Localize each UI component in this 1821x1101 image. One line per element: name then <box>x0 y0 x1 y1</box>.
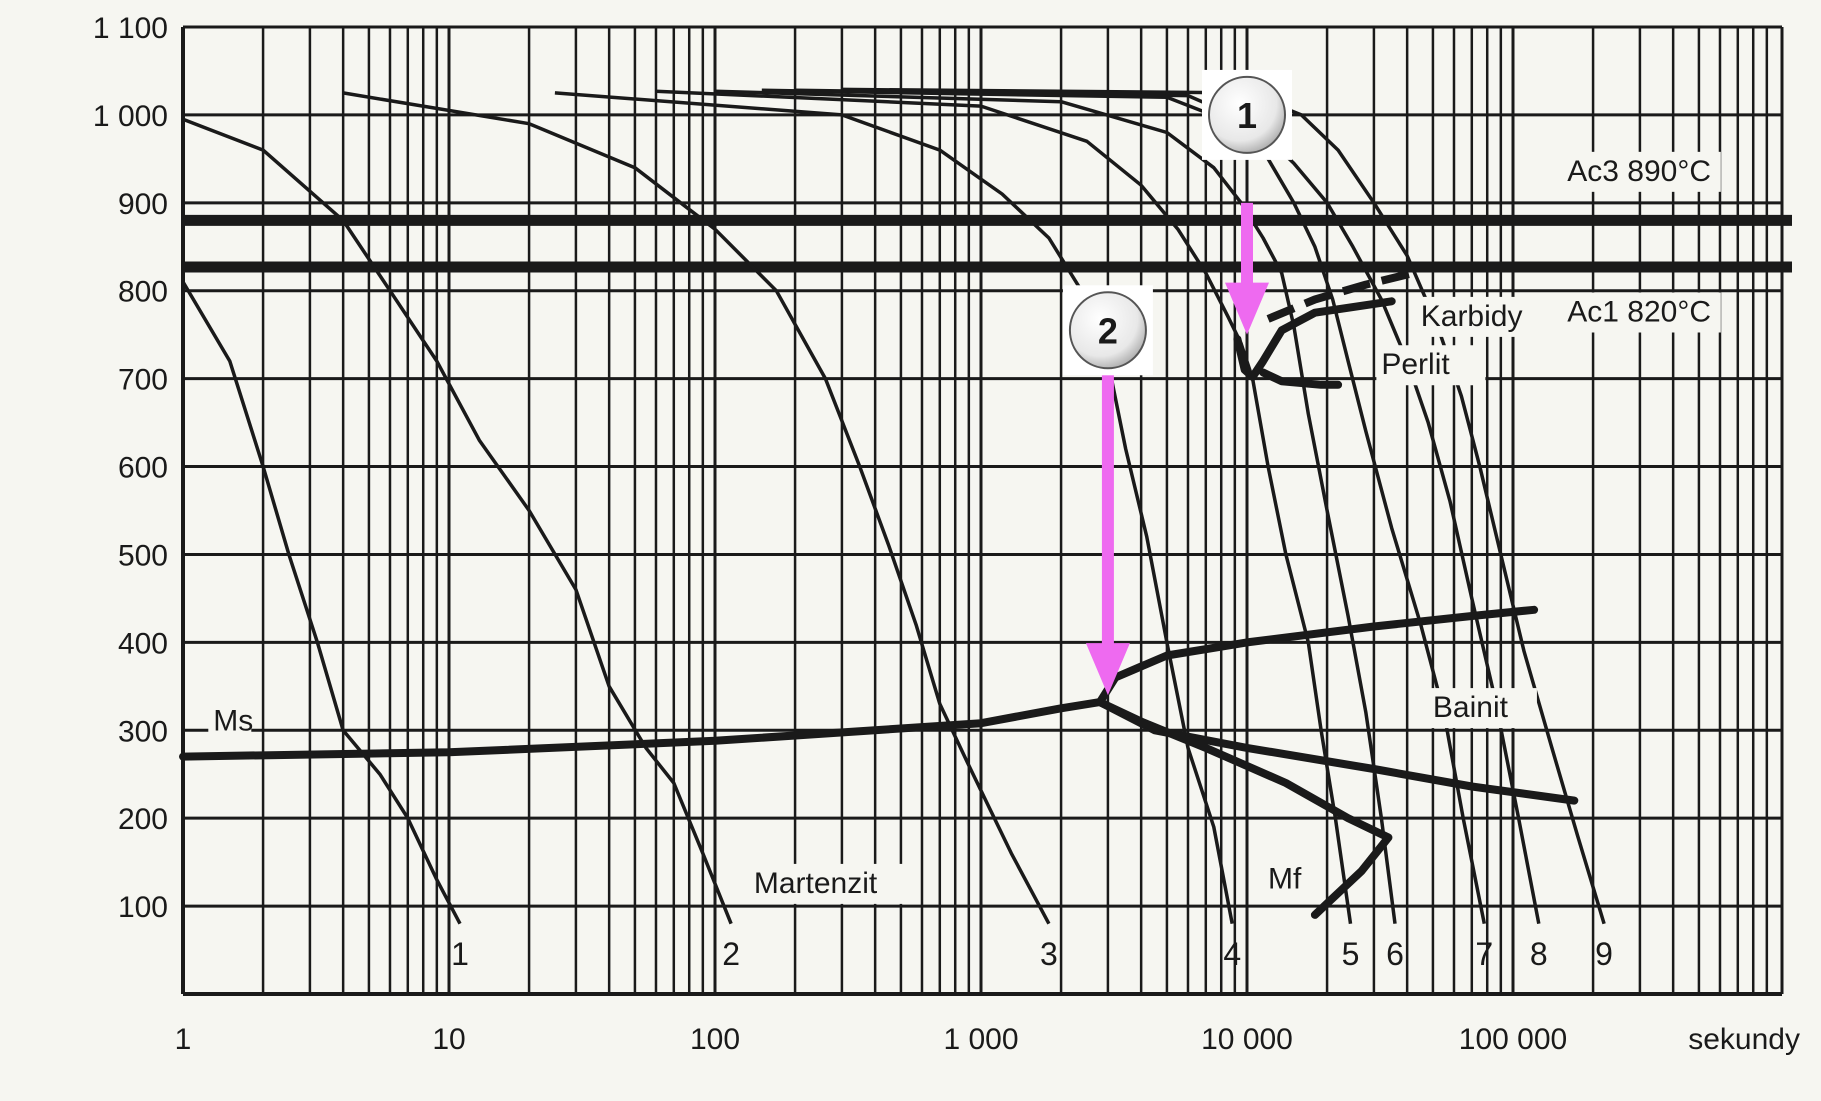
y-tick-label: 900 <box>118 188 168 221</box>
transformation-line-karbidy-start <box>1266 269 1414 323</box>
transformation-line-mf <box>1095 698 1393 919</box>
curve-number-8: 8 <box>1530 936 1548 972</box>
y-tick-label: 500 <box>118 539 168 572</box>
label-background <box>1562 151 1721 192</box>
x-tick-label: 100 <box>690 1023 740 1056</box>
badge-number-1: 1 <box>1237 95 1257 136</box>
x-tick-label: 1 000 <box>943 1023 1018 1056</box>
curve-number-6: 6 <box>1386 936 1404 972</box>
cooling-curve-1 <box>181 281 462 925</box>
curve-number-2: 2 <box>722 936 740 972</box>
curve-number-9: 9 <box>1595 936 1613 972</box>
curve-number-3: 3 <box>1040 936 1058 972</box>
label-background <box>1562 292 1721 333</box>
annotation-martenzit: Martenzit <box>754 867 878 900</box>
x-tick-label: 100 000 <box>1459 1023 1567 1056</box>
curve-number-4: 4 <box>1223 936 1241 972</box>
markers: 12 <box>1062 69 1292 696</box>
annotation-perlit: Perlit <box>1381 348 1450 381</box>
annotation-ac1-820-c: Ac1 820°C <box>1567 295 1711 328</box>
cooling-curve-2 <box>182 117 733 925</box>
transformation-line-bainite-start <box>1095 605 1539 707</box>
annotation-bainit: Bainit <box>1433 691 1509 724</box>
y-tick-label: 600 <box>118 452 168 485</box>
transformation-lines <box>179 269 1579 919</box>
label-background <box>1427 688 1537 729</box>
badge-number-2: 2 <box>1098 310 1118 351</box>
labels: 100 200 300 400 500 600 700 800 900 1 000 1 100 1 10… <box>93 12 1800 1056</box>
annotation-ms: Ms <box>213 704 253 737</box>
y-tick-label: 1 000 <box>93 100 168 133</box>
annotation-mf: Mf <box>1268 863 1302 896</box>
label-background <box>748 863 908 904</box>
annotation-ac3-890-c: Ac3 890°C <box>1567 155 1711 188</box>
y-tick-label: 800 <box>118 276 168 309</box>
y-tick-label: 300 <box>118 715 168 748</box>
y-tick-label: 200 <box>118 803 168 836</box>
label-background <box>1415 296 1542 337</box>
transformation-line-perlite-start <box>1233 297 1396 381</box>
y-tick-label: 700 <box>118 364 168 397</box>
y-tick-label: 400 <box>118 627 168 660</box>
transformation-line-perlite-end <box>1259 368 1343 389</box>
transformation-line-ms <box>179 698 1104 761</box>
curve-number-1: 1 <box>451 936 469 972</box>
x-tick-label: 10 000 <box>1201 1023 1293 1056</box>
arrow-head-1 <box>1225 282 1269 335</box>
x-axis-title: sekundy <box>1688 1023 1800 1056</box>
x-tick-label: 10 <box>432 1023 465 1056</box>
x-tick-label: 1 <box>175 1023 192 1056</box>
cooling-curve-3 <box>342 91 1051 925</box>
badge-circle <box>1208 75 1286 154</box>
arrow-head-2 <box>1085 643 1130 696</box>
curve-number-7: 7 <box>1475 936 1493 972</box>
badge-circle <box>1068 291 1147 370</box>
y-tick-label: 100 <box>118 891 168 924</box>
annotation-karbidy: Karbidy <box>1421 300 1523 333</box>
label-background <box>1376 345 1486 386</box>
cooling-curves <box>181 87 1606 925</box>
label-background <box>208 701 252 742</box>
y-tick-label: 1 100 <box>93 12 168 45</box>
reference-lines <box>183 214 1792 273</box>
curve-number-5: 5 <box>1342 936 1360 972</box>
cooling-curve-6 <box>714 89 1397 924</box>
label-background <box>1263 859 1307 900</box>
